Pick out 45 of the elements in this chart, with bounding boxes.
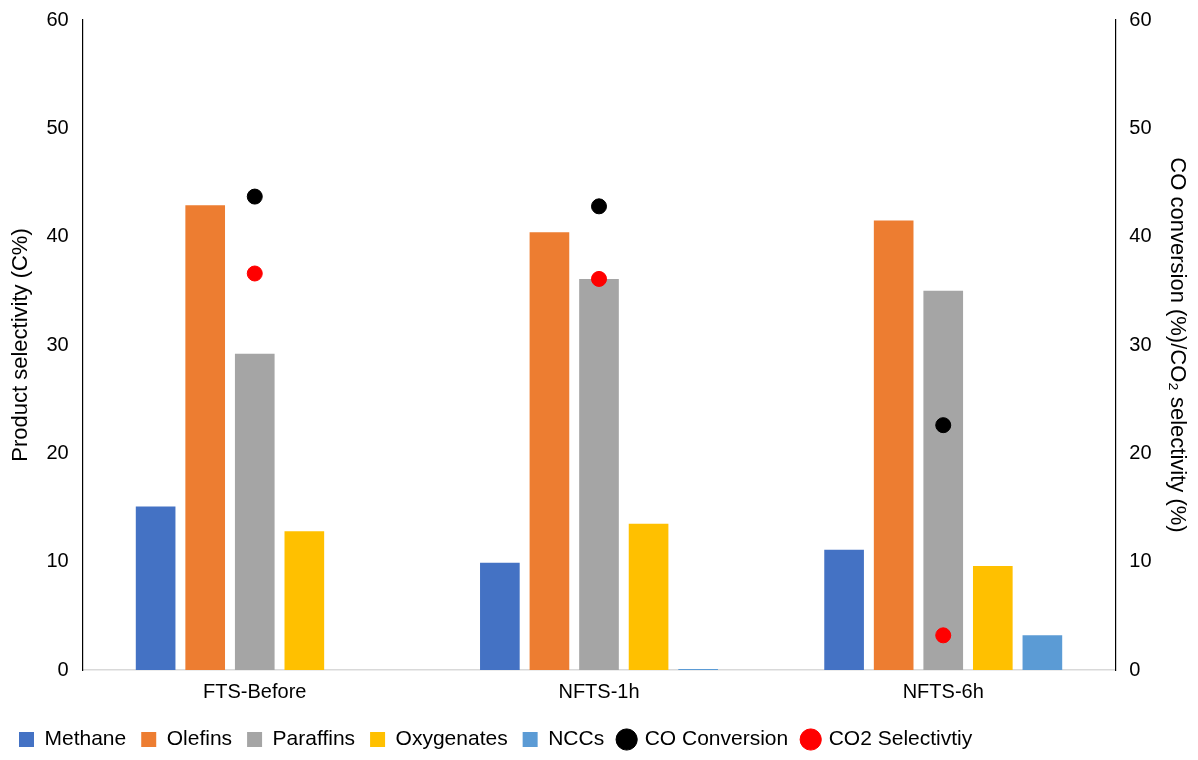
point: [246, 188, 263, 205]
x-tick-label: NFTS-6h: [902, 679, 984, 702]
y2-tick-label: 50: [1129, 115, 1152, 138]
bar: [234, 353, 275, 670]
legend-label: CO Conversion: [644, 726, 789, 750]
y2-tick-label: 40: [1129, 224, 1152, 247]
bar: [923, 290, 964, 670]
legend-label: Oxygenates: [395, 726, 508, 750]
bar: [1022, 635, 1063, 670]
x-tick-label: FTS-Before: [203, 679, 307, 702]
y-tick-label: 30: [46, 332, 69, 355]
bar: [824, 549, 864, 670]
bar: [529, 232, 570, 670]
y2-tick-label: 30: [1129, 332, 1152, 355]
bar: [135, 506, 176, 670]
x-tick-label: NFTS-1h: [558, 679, 640, 702]
bar: [185, 205, 226, 670]
point: [591, 270, 607, 287]
y-axis-title: Product selectivity (C%): [7, 228, 33, 462]
y2-tick-label: 60: [1129, 7, 1152, 30]
y-tick-label: 60: [46, 7, 69, 30]
y-tick-label: 40: [46, 224, 69, 247]
y2-axis-title: CO conversion (%)/CO₂ selectivity (%): [1165, 157, 1191, 533]
y-tick-label: 50: [46, 115, 69, 138]
bar: [873, 220, 914, 670]
bar: [972, 566, 1013, 670]
y-tick-label: 10: [46, 549, 69, 572]
point: [935, 627, 952, 644]
legend-label: NCCs: [548, 726, 605, 750]
point: [246, 265, 263, 282]
bar: [579, 278, 619, 670]
y2-tick-label: 0: [1129, 657, 1141, 680]
bar: [480, 562, 520, 670]
legend-label: Olefins: [166, 726, 233, 750]
point: [591, 198, 607, 215]
legend-label: CO2 Selectivtiy: [828, 726, 973, 750]
y2-tick-label: 10: [1129, 549, 1152, 572]
y-tick-label: 0: [57, 657, 69, 680]
point: [935, 417, 952, 434]
y-tick-label: 20: [46, 440, 69, 463]
bar: [284, 531, 325, 670]
legend-label: Paraffins: [272, 726, 356, 750]
bar: [628, 523, 669, 670]
y2-tick-label: 20: [1129, 440, 1152, 463]
legend-label: Methane: [44, 726, 127, 750]
